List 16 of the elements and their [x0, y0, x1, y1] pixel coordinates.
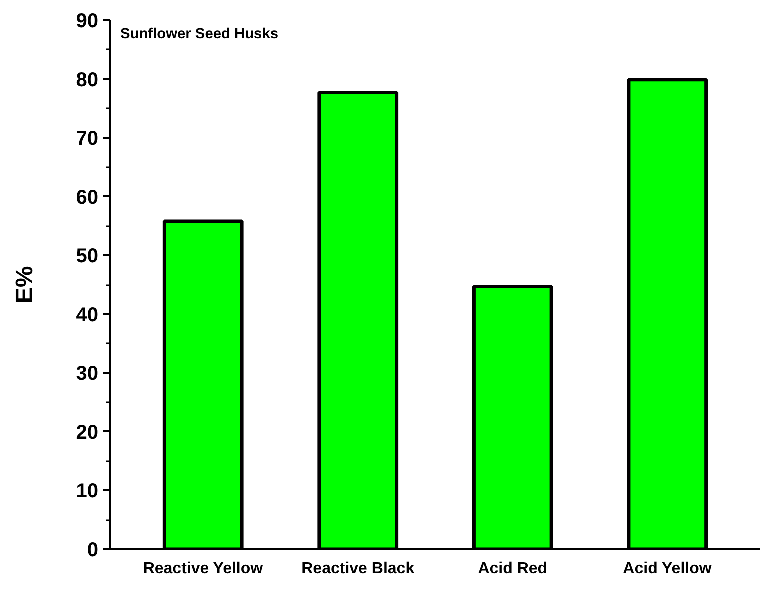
- y-tick-label: 70: [76, 128, 99, 150]
- x-tick-label: Reactive Yellow: [143, 560, 264, 578]
- x-tick-label: Reactive Black: [302, 560, 415, 578]
- y-tick-label: 30: [76, 363, 99, 386]
- y-tick-label: 0: [87, 540, 98, 562]
- y-tick-label: 50: [76, 246, 99, 268]
- chart-title: Sunflower Seed Husks: [120, 26, 279, 42]
- y-tick-label: 90: [76, 10, 99, 32]
- y-tick-label: 40: [76, 304, 99, 326]
- y-tick-label: 60: [76, 186, 99, 209]
- y-tick-label: 10: [76, 480, 99, 503]
- x-tick-label: Acid Yellow: [623, 560, 712, 578]
- y-tick-label: 20: [76, 422, 99, 444]
- x-tick-label: Acid Red: [478, 560, 548, 578]
- y-axis-title: E%: [11, 266, 38, 304]
- y-tick-label: 80: [76, 69, 99, 92]
